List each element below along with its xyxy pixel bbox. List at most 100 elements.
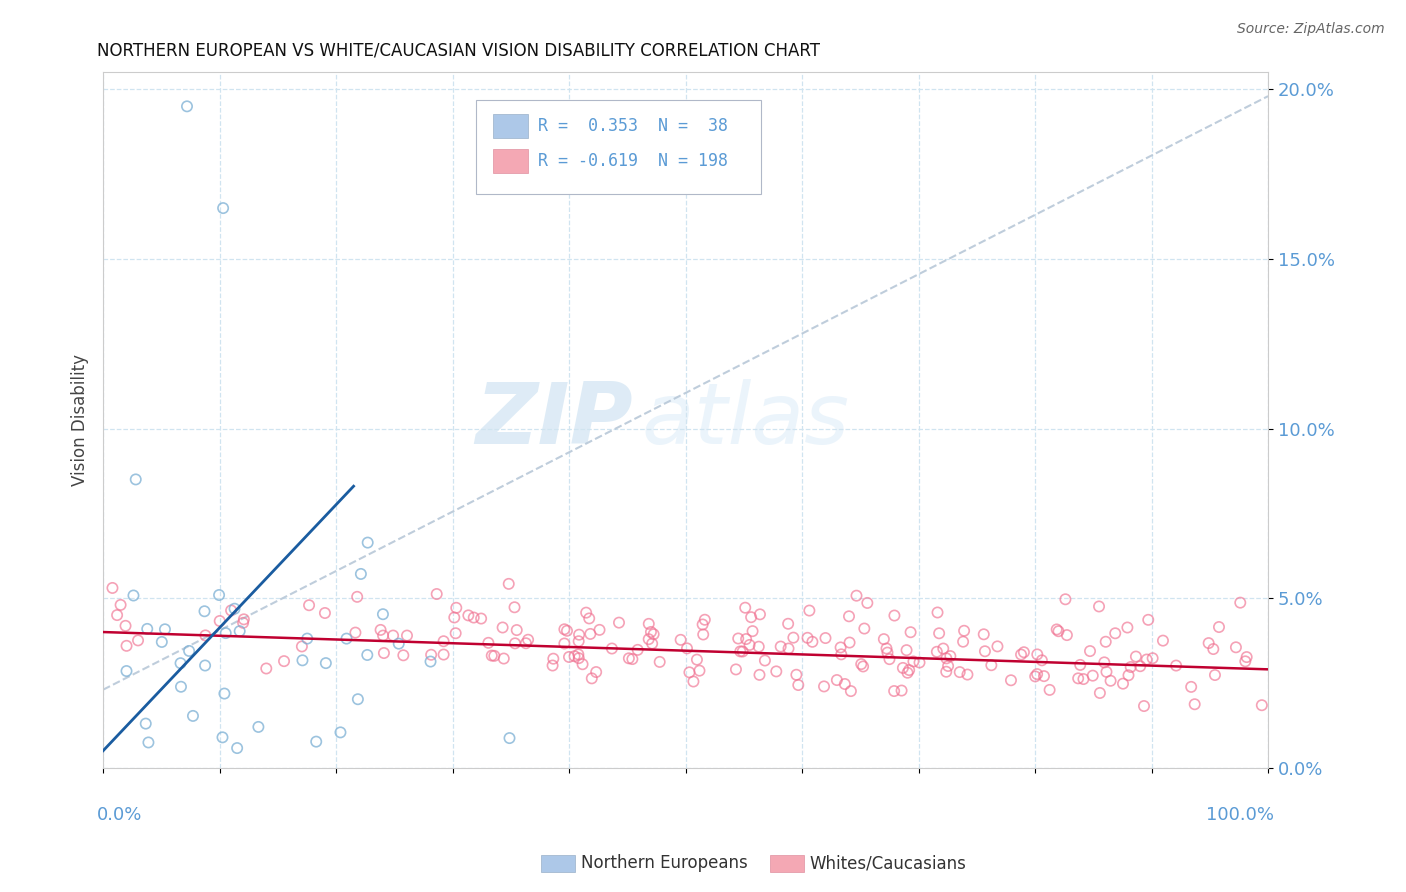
Point [477, 636, 499, 650]
Point [896, 665, 918, 680]
Point [686, 653, 709, 667]
Point [115, 664, 138, 678]
Point [740, 610, 762, 624]
Point [247, 720, 270, 734]
Point [446, 600, 468, 615]
Point [1236, 650, 1258, 665]
Point [980, 658, 1002, 673]
Point [643, 627, 665, 641]
Point [492, 651, 515, 665]
Point [388, 637, 411, 651]
Point [932, 641, 955, 656]
Point [949, 665, 972, 679]
Point [1033, 669, 1056, 683]
Point [224, 601, 246, 615]
Point [640, 624, 662, 639]
Point [578, 611, 600, 625]
Point [543, 651, 565, 665]
Point [443, 610, 465, 624]
Point [1184, 698, 1206, 712]
Point [1229, 596, 1251, 610]
Point [346, 590, 368, 604]
Point [273, 654, 295, 668]
Point [688, 664, 710, 678]
Point [782, 631, 804, 645]
Point [637, 616, 659, 631]
Point [1047, 624, 1070, 639]
Point [641, 637, 664, 651]
Point [754, 653, 776, 667]
Point [297, 632, 319, 646]
Point [291, 640, 314, 654]
Point [678, 665, 700, 680]
Point [298, 598, 321, 612]
Point [785, 667, 807, 681]
Point [1116, 620, 1139, 634]
Point [669, 632, 692, 647]
Point [347, 692, 370, 706]
Point [232, 615, 254, 630]
Point [621, 652, 644, 666]
Point [212, 201, 235, 215]
Point [127, 633, 149, 648]
Point [1026, 648, 1049, 662]
Point [254, 661, 277, 675]
Point [419, 655, 441, 669]
Point [581, 671, 603, 685]
Point [433, 648, 456, 662]
Point [211, 731, 233, 745]
Point [748, 640, 770, 654]
Point [588, 623, 610, 637]
Point [506, 623, 529, 637]
Point [1250, 698, 1272, 713]
Point [553, 636, 575, 650]
Point [194, 658, 217, 673]
Point [585, 665, 607, 679]
Point [373, 646, 395, 660]
Point [136, 622, 159, 636]
Point [1012, 645, 1035, 659]
Point [1094, 634, 1116, 648]
Point [214, 687, 236, 701]
Point [851, 657, 873, 671]
Point [125, 472, 148, 486]
Point [484, 648, 506, 663]
Point [900, 625, 922, 640]
Point [194, 628, 217, 642]
Point [724, 662, 747, 676]
Point [799, 603, 821, 617]
Point [371, 607, 394, 622]
Point [356, 648, 378, 662]
Point [1104, 626, 1126, 640]
Point [105, 608, 128, 623]
Point [935, 651, 957, 665]
Point [315, 656, 337, 670]
Text: Northern Europeans: Northern Europeans [581, 855, 748, 872]
Point [1204, 668, 1226, 682]
Point [567, 648, 589, 662]
Point [305, 734, 328, 748]
Point [693, 613, 716, 627]
Point [952, 634, 974, 648]
Point [953, 624, 976, 638]
Point [1088, 686, 1111, 700]
Point [769, 640, 792, 654]
Point [420, 648, 443, 662]
Point [939, 649, 962, 664]
Point [1081, 668, 1104, 682]
Point [226, 741, 249, 756]
Point [1069, 657, 1091, 672]
Point [350, 566, 373, 581]
Point [1095, 665, 1118, 679]
Point [738, 638, 761, 652]
Point [568, 634, 591, 648]
Point [463, 610, 485, 624]
Point [741, 624, 763, 639]
Point [357, 535, 380, 549]
Point [814, 631, 837, 645]
Point [986, 640, 1008, 654]
Point [470, 611, 492, 625]
Point [1092, 656, 1115, 670]
FancyBboxPatch shape [475, 100, 761, 194]
Point [169, 656, 191, 670]
